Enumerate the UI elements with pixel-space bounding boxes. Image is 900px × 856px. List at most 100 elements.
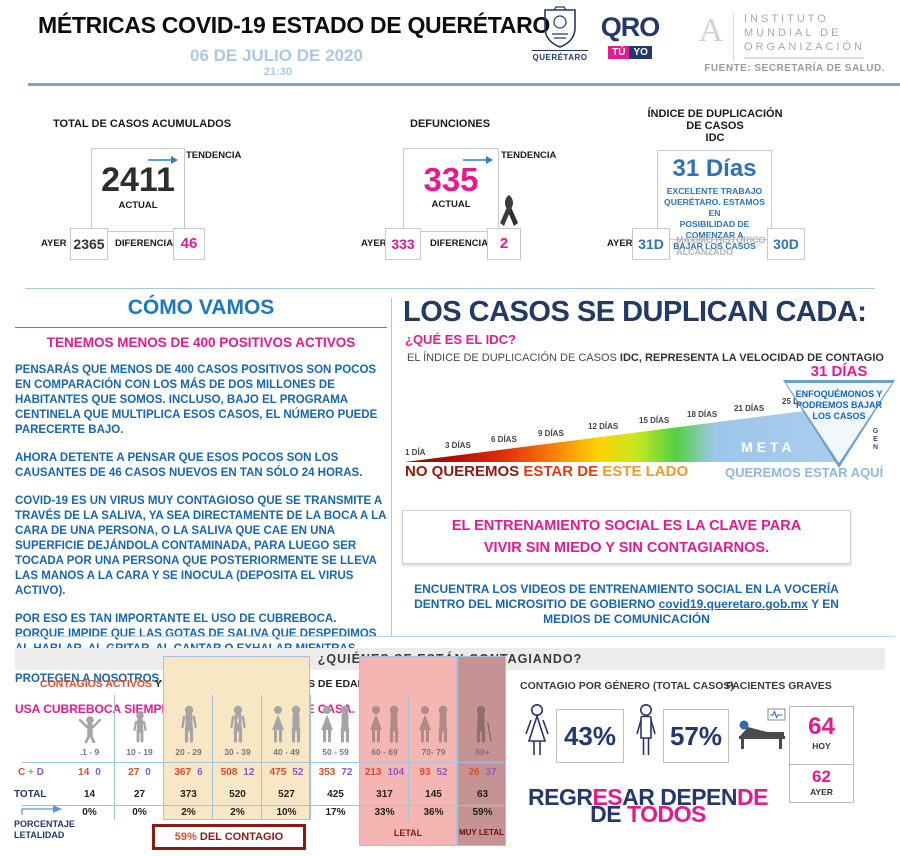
paragraph-2: AHORA DETENTE A PENSAR QUE ESOS POCOS SO… <box>15 452 363 479</box>
cd-row-label: C + D <box>18 767 44 778</box>
day-label: 12 DÍAS <box>588 422 619 431</box>
couple-icon <box>409 695 458 743</box>
duplican-heading: LOS CASOS SE DUPLICAN CADA: <box>403 296 867 328</box>
idc-value: 31 Días <box>672 155 757 182</box>
queremos-label: QUEREMOS ESTAR AQUÍ <box>725 465 884 480</box>
lethality-row-label: PORCENTAJE LETALIDAD <box>14 819 75 840</box>
table-rule <box>22 762 506 763</box>
no-queremos-label: NO QUEREMOS ESTAR DE ESTE LADO <box>405 463 689 480</box>
report-date: 06 DE JULIO DE 2020 <box>190 46 363 65</box>
couple-icon <box>311 695 360 743</box>
age-column-20-29: 20 - 29 367 6 373 2% <box>163 695 213 820</box>
age-column-50-59: 50 - 59 353 72 425 17% <box>310 695 360 820</box>
queretaro-logo-caption: QUERÉTARO <box>532 53 588 62</box>
age-column-30-39: 30 - 39 508 12 520 2% <box>212 695 262 820</box>
instituto-a-logo: A <box>698 12 724 49</box>
qro-wordmark: QRO <box>600 12 661 42</box>
graves-ayer-label: AYER <box>810 787 833 797</box>
child-icon <box>65 695 114 743</box>
report-time: 21:30 <box>263 66 293 78</box>
day-label: 3 DÍAS <box>445 441 471 450</box>
man-tie-icon <box>213 695 262 743</box>
trend-arrow-icon <box>463 152 493 170</box>
idc-box: 31 Días EXCELENTE TRABAJO QUERÉTARO. EST… <box>657 150 772 251</box>
deaths-trend-label: TENDENCIA <box>501 150 557 161</box>
source-label: FUENTE: SECRETARÍA DE SALUD. <box>704 63 885 74</box>
highlight-mauve-80 <box>457 656 506 846</box>
cases-box: 2411 ACTUAL <box>91 148 185 232</box>
como-vamos-section: CÓMO VAMOS TENEMOS MENOS DE 400 POSITIVO… <box>15 296 387 716</box>
day-label: 6 DÍAS <box>491 435 517 444</box>
deaths-title: DEFUNCIONES <box>410 118 491 130</box>
cases-diff-label: DIFERENCIA <box>115 238 174 249</box>
como-vamos-subheading: TENEMOS MENOS DE 400 POSITIVOS ACTIVOS <box>46 335 356 350</box>
heading-underline <box>15 327 387 328</box>
graves-hoy-box: 64 HOY <box>789 706 854 766</box>
banner-line1: EL ENTRENAMIENTO SOCIAL ES LA CLAVE PARA <box>451 518 802 534</box>
man-icon <box>164 695 213 743</box>
day-label: 15 DÍAS <box>639 416 670 425</box>
page-title: MÉTRICAS COVID-19 ESTADO DE QUERÉTARO <box>38 12 550 38</box>
deaths-diff-label: DIFERENCIA <box>430 238 489 249</box>
micrositio-link[interactable]: covid19.queretaro.gob.mx <box>658 597 808 611</box>
tu-badge: TÚ <box>608 46 630 59</box>
deaths-diff-value: 2 <box>487 228 521 260</box>
elder-icon <box>458 695 507 743</box>
age-column-60-69: 60 - 69 213 104 317 33% <box>359 695 409 820</box>
queretaro-logo: QUERÉTARO <box>524 6 596 62</box>
idc-question: ¿QUÉ ES EL IDC? <box>405 332 516 347</box>
hospital-bed-icon <box>737 708 789 757</box>
lethality-arrow-icon <box>20 802 64 821</box>
queretaro-shield-icon <box>524 6 596 48</box>
idc-max-value: 30D <box>767 228 805 260</box>
total-row-label: TOTAL <box>14 789 47 800</box>
header-divider <box>28 83 900 86</box>
female-percentage: 43% <box>556 709 624 763</box>
banner-line2: VIVIR SIN MIEDO Y SIN CONTAGIARNOS. <box>483 540 770 556</box>
couple-icon <box>262 695 311 743</box>
entrenamiento-banner: EL ENTRENAMIENTO SOCIAL ES LA CLAVE PARA… <box>402 510 851 564</box>
yo-badge: YO <box>629 46 652 59</box>
age-column-1-9: .1 - 9 14 0 14 0% <box>65 695 114 820</box>
day-label: 1 DÍA <box>405 448 426 457</box>
contagio-share-box: 59% DEL CONTAGIO <box>152 824 306 850</box>
deaths-ayer-value: 333 <box>385 228 421 260</box>
graves-ayer-box: 62 AYER <box>789 764 854 803</box>
age-column-40-49: 40 - 49 475 52 527 10% <box>261 695 311 820</box>
trend-arrow-icon <box>148 152 178 170</box>
idc-description: EL ÍNDICE DE DUPLICACIÓN DE CASOS IDC, R… <box>407 352 884 364</box>
day-label: 18 DÍAS <box>687 410 718 419</box>
cases-ayer-value: 2365 <box>70 228 108 260</box>
qro-tuyo-logo: QRO TÚ YO <box>597 14 663 60</box>
graves-title: PACIENTES GRAVES <box>726 680 832 692</box>
idc-scale-chart: 1 DÍA 3 DÍAS 6 DÍAS 9 DÍAS 12 DÍAS 15 DÍ… <box>405 372 835 462</box>
instituto-line2: MUNDIAL DE <box>744 27 842 39</box>
couple-icon <box>360 695 409 743</box>
deaths-box: 335 ACTUAL <box>403 148 499 232</box>
section-divider <box>15 636 895 637</box>
triangle-text: ENFOQUÉMONOS Y PODREMOS BAJAR LOS CASOS <box>795 389 883 421</box>
muy-letal-label: MUY LETAL <box>458 828 505 837</box>
instituto-line1: INSTITUTO <box>744 13 829 25</box>
graves-ayer-value: 62 <box>812 767 831 786</box>
table-rule <box>22 805 506 806</box>
boy-icon <box>115 695 164 743</box>
triangle-title: 31 DÍAS <box>810 363 868 380</box>
cases-actual-label: ACTUAL <box>118 200 158 211</box>
male-percentage: 57% <box>663 709 729 763</box>
age-column-70-79: 70- 79 93 52 145 36% <box>408 695 458 820</box>
cases-title: TOTAL DE CASOS ACUMULADOS <box>53 118 232 130</box>
day-label: 9 DÍAS <box>538 429 564 438</box>
idc-ayer-label: AYER <box>607 238 633 249</box>
column-divider <box>391 298 392 636</box>
female-icon <box>521 703 553 766</box>
cases-trend-label: TENDENCIA <box>186 150 242 161</box>
gen-vertical-label: GEN <box>872 428 879 452</box>
deaths-ayer-label: AYER <box>361 238 387 249</box>
meta-label: META <box>741 439 796 455</box>
age-column-80plus: 80+ 26 37 63 59% <box>457 695 507 820</box>
male-icon <box>632 703 660 766</box>
como-vamos-heading: CÓMO VAMOS <box>127 296 275 319</box>
paragraph-3: COVID-19 ES UN VIRUS MUY CONTAGIOSO QUE … <box>15 495 387 597</box>
